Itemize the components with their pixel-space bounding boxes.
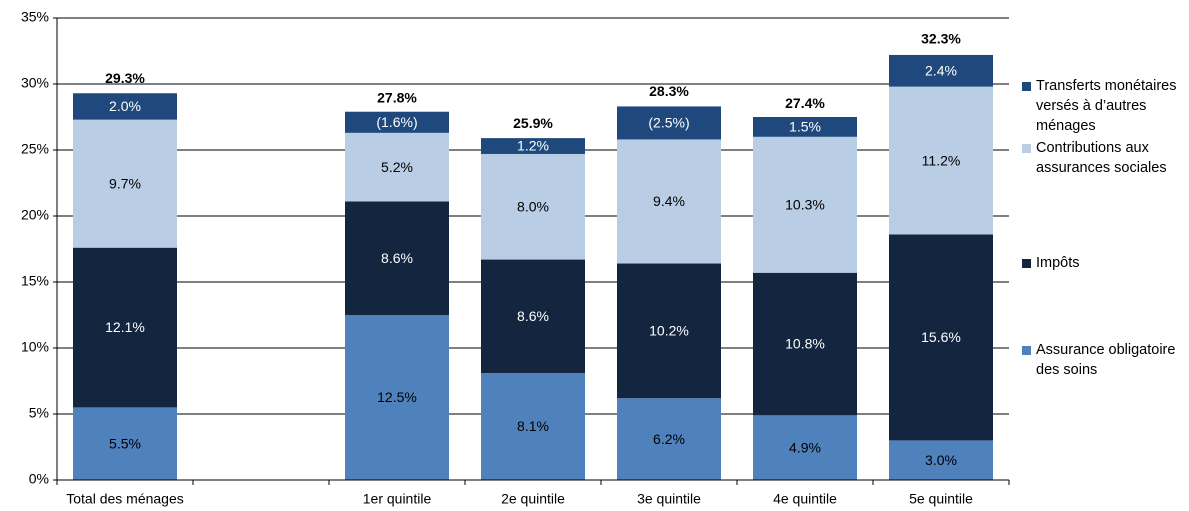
data-label: 8.6% (381, 250, 413, 266)
bar-segment (889, 234, 993, 441)
total-label: 27.8% (377, 90, 417, 106)
bar-segment (73, 93, 177, 120)
data-label: 12.1% (105, 319, 145, 335)
data-label: 9.4% (653, 193, 685, 209)
total-label: 28.3% (649, 83, 689, 99)
bar-segment (753, 136, 857, 273)
data-label: 10.2% (649, 323, 689, 339)
data-label: 11.2% (922, 152, 961, 168)
bar-segment (345, 315, 449, 480)
data-label: 15.6% (921, 329, 961, 345)
y-tick-label: 30% (21, 75, 49, 91)
data-label: (1.6%) (376, 114, 417, 130)
legend-swatch (1022, 144, 1031, 153)
bar-segment (889, 440, 993, 480)
y-tick-label: 25% (21, 141, 49, 157)
legend-label: Transferts monétaires versés à d’autres … (1036, 78, 1177, 134)
data-label: 1.5% (789, 119, 821, 135)
legend-swatch (1022, 82, 1031, 91)
x-tick-label: Total des ménages (66, 491, 184, 507)
data-label: 5.2% (381, 159, 413, 175)
bar-segment (345, 132, 449, 202)
bar-segment (889, 54, 993, 87)
bar-segment (889, 86, 993, 235)
bar-segment (481, 138, 585, 154)
y-tick-label: 5% (29, 405, 49, 421)
total-label: 25.9% (513, 115, 553, 131)
data-label: 2.0% (109, 98, 141, 114)
bar-segment (73, 119, 177, 248)
data-label: (2.5%) (648, 115, 689, 131)
y-tick-label: 15% (21, 273, 49, 289)
data-label: 10.8% (785, 336, 825, 352)
x-tick-label: 5e quintile (909, 491, 973, 507)
bar-segment (73, 247, 177, 408)
x-tick-label: 4e quintile (773, 491, 837, 507)
bar-segment (753, 117, 857, 137)
total-label: 32.3% (921, 30, 961, 46)
bar-segment (617, 398, 721, 480)
data-label: 1.2% (517, 138, 549, 154)
data-label: 3.0% (925, 452, 957, 468)
x-tick-label: 3e quintile (637, 491, 701, 507)
total-label: 27.4% (785, 95, 825, 111)
bar-segment (617, 106, 721, 140)
data-label: 12.5% (377, 389, 417, 405)
data-label: 6.2% (653, 431, 685, 447)
y-tick-label: 20% (21, 207, 49, 223)
bar-segment (481, 153, 585, 260)
legend-label: Impôts (1036, 255, 1080, 271)
x-tick-label: 1er quintile (363, 491, 432, 507)
data-label: 10.3% (785, 196, 825, 212)
data-label: 8.1% (517, 418, 549, 434)
data-label: 8.6% (517, 308, 549, 324)
data-label: 4.9% (789, 439, 821, 455)
y-tick-label: 10% (21, 339, 49, 355)
legend-swatch (1022, 259, 1031, 268)
bar-segment (617, 139, 721, 264)
legend-label: Contributions aux assurances sociales (1036, 140, 1167, 176)
bar-segment (345, 111, 449, 133)
bar-segment (345, 201, 449, 315)
data-label: 8.0% (517, 198, 549, 214)
bar-segment (73, 407, 177, 480)
bar-segment (753, 415, 857, 480)
x-tick-label: 2e quintile (501, 491, 565, 507)
bar-segment (481, 259, 585, 374)
legend-label: Assurance obligatoire des soins (1036, 342, 1176, 378)
y-tick-label: 0% (29, 471, 49, 487)
bar-segment (481, 373, 585, 480)
total-label: 29.3% (105, 70, 145, 86)
bar-segment (753, 272, 857, 416)
data-label: 9.7% (109, 175, 141, 191)
bar-segment (617, 263, 721, 399)
y-tick-label: 35% (21, 9, 49, 25)
legend-swatch (1022, 346, 1031, 355)
data-label: 2.4% (925, 63, 957, 79)
data-label: 5.5% (109, 435, 141, 451)
